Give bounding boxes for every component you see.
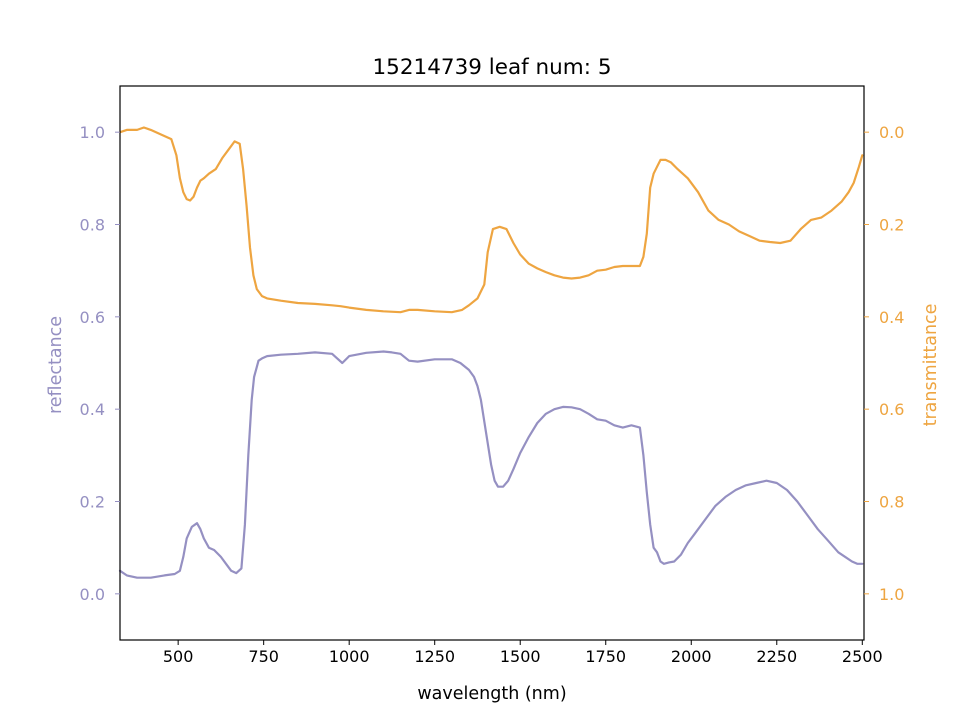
y-left-tick-label: 0.2 <box>80 493 105 512</box>
x-tick-label: 1250 <box>414 647 455 666</box>
y-right-tick-label: 1.0 <box>879 585 904 604</box>
x-tick-label: 1750 <box>585 647 626 666</box>
y-left-tick-label: 0.0 <box>80 585 105 604</box>
reflectance-series-line <box>118 350 864 579</box>
x-tick-label: 1000 <box>329 647 370 666</box>
chart-title: 15214739 leaf num: 5 <box>373 55 612 80</box>
x-tick-label: 1500 <box>500 647 541 666</box>
y-axis-right-label: transmittance <box>921 304 941 427</box>
y-left-tick-label: 0.4 <box>80 400 105 419</box>
y-right-tick-label: 0.0 <box>879 123 904 142</box>
plot-frame <box>119 85 865 641</box>
x-axis-label: wavelength (nm) <box>417 684 566 704</box>
y-right-tick-label: 0.8 <box>879 493 904 512</box>
x-tick-label: 2250 <box>756 647 797 666</box>
x-tick-label: 2000 <box>671 647 712 666</box>
y-axis-left-label: reflectance <box>46 316 66 414</box>
x-tick-label: 2500 <box>842 647 883 666</box>
y-right-tick-label: 0.6 <box>879 400 904 419</box>
y-right-tick-label: 0.4 <box>879 308 904 327</box>
x-tick-label: 500 <box>163 647 194 666</box>
y-right-tick-label: 0.2 <box>879 216 904 235</box>
y-left-tick-label: 0.6 <box>80 308 105 327</box>
x-tick-label: 750 <box>248 647 279 666</box>
transmittance-series-line <box>118 126 864 314</box>
y-left-tick-label: 0.8 <box>80 216 105 235</box>
y-left-tick-label: 1.0 <box>80 123 105 142</box>
tick-layer: 500 750 1000 1250 1500 1750 2000 2250 2500 0.0 0.2… <box>80 123 905 666</box>
plot-layer <box>118 126 864 579</box>
